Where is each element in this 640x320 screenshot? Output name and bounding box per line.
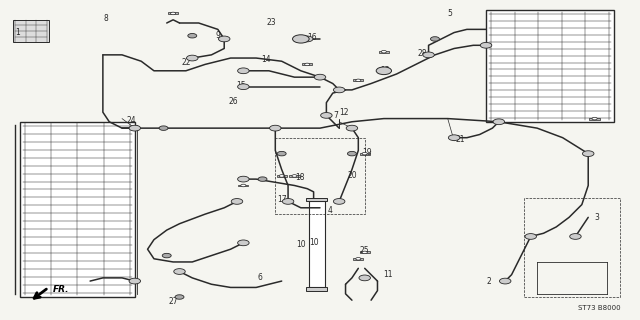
Circle shape: [282, 198, 294, 204]
Text: 26: 26: [229, 97, 239, 106]
Bar: [524, 198, 620, 297]
Circle shape: [376, 67, 392, 75]
Bar: [20, 122, 135, 297]
Text: 10: 10: [309, 238, 319, 247]
Text: ST73 B8000: ST73 B8000: [577, 305, 620, 311]
Circle shape: [356, 258, 361, 260]
Circle shape: [237, 84, 249, 90]
Circle shape: [237, 240, 249, 246]
Text: 5: 5: [447, 9, 452, 18]
Circle shape: [277, 151, 286, 156]
Circle shape: [188, 34, 196, 38]
Circle shape: [592, 117, 597, 120]
Bar: [353, 258, 364, 260]
Text: 23: 23: [267, 18, 276, 27]
Circle shape: [362, 251, 367, 254]
Circle shape: [582, 151, 594, 156]
Text: 4: 4: [327, 206, 332, 215]
Circle shape: [321, 113, 332, 118]
Bar: [302, 63, 312, 65]
Text: 14: 14: [261, 55, 271, 64]
Text: 27: 27: [168, 297, 178, 306]
Text: 7: 7: [333, 111, 339, 120]
Circle shape: [314, 74, 326, 80]
Circle shape: [348, 151, 356, 156]
Circle shape: [241, 184, 246, 187]
Circle shape: [173, 269, 185, 274]
Circle shape: [292, 175, 297, 177]
Circle shape: [292, 35, 309, 43]
Text: 25: 25: [360, 246, 369, 255]
Text: 18: 18: [295, 173, 304, 182]
Circle shape: [525, 234, 536, 239]
Circle shape: [362, 152, 367, 155]
Text: 21: 21: [456, 135, 465, 144]
Circle shape: [346, 125, 358, 131]
Circle shape: [163, 253, 172, 258]
Bar: [309, 201, 324, 287]
Text: 13: 13: [380, 66, 390, 75]
Circle shape: [301, 36, 313, 42]
Circle shape: [305, 63, 310, 66]
Text: 22: 22: [182, 58, 191, 67]
Circle shape: [570, 234, 581, 239]
Circle shape: [431, 37, 440, 41]
Text: 11: 11: [383, 270, 393, 279]
Bar: [13, 20, 49, 42]
Text: 15: 15: [236, 81, 246, 90]
Circle shape: [231, 198, 243, 204]
Text: 6: 6: [257, 273, 262, 282]
Bar: [353, 79, 364, 81]
Text: 2: 2: [487, 276, 492, 285]
Text: 10: 10: [296, 240, 306, 249]
Text: 9: 9: [216, 31, 220, 40]
Circle shape: [269, 125, 281, 131]
Circle shape: [333, 87, 345, 93]
Bar: [307, 197, 327, 201]
Text: 3: 3: [594, 213, 599, 222]
Circle shape: [333, 198, 345, 204]
Circle shape: [175, 295, 184, 299]
Text: 1: 1: [15, 28, 20, 37]
Text: 19: 19: [362, 148, 371, 157]
Circle shape: [279, 175, 284, 177]
Circle shape: [129, 278, 141, 284]
Circle shape: [480, 43, 492, 48]
Bar: [589, 118, 600, 120]
Text: 12: 12: [339, 108, 349, 117]
Bar: [379, 51, 389, 52]
Bar: [486, 10, 614, 122]
Bar: [307, 287, 327, 291]
Circle shape: [356, 79, 361, 82]
Circle shape: [171, 12, 175, 15]
Circle shape: [499, 278, 511, 284]
Circle shape: [159, 126, 168, 130]
Circle shape: [186, 55, 198, 61]
Bar: [289, 175, 300, 177]
Circle shape: [237, 68, 249, 74]
Circle shape: [129, 125, 141, 131]
Circle shape: [423, 52, 435, 58]
Text: FR.: FR.: [53, 284, 70, 293]
Circle shape: [449, 135, 460, 140]
Circle shape: [258, 177, 267, 181]
Bar: [275, 138, 365, 214]
Text: 24: 24: [127, 116, 136, 125]
Bar: [360, 153, 370, 155]
Text: 16: 16: [307, 33, 317, 42]
Bar: [276, 175, 287, 177]
Circle shape: [237, 176, 249, 182]
Circle shape: [218, 36, 230, 42]
Bar: [238, 185, 248, 187]
Text: 8: 8: [104, 14, 108, 23]
Bar: [360, 252, 370, 253]
Text: 28: 28: [417, 49, 427, 58]
Circle shape: [359, 275, 371, 281]
Bar: [168, 12, 178, 14]
Circle shape: [381, 50, 387, 53]
Text: 20: 20: [347, 171, 356, 180]
Circle shape: [493, 119, 504, 124]
Text: 17: 17: [277, 195, 287, 204]
